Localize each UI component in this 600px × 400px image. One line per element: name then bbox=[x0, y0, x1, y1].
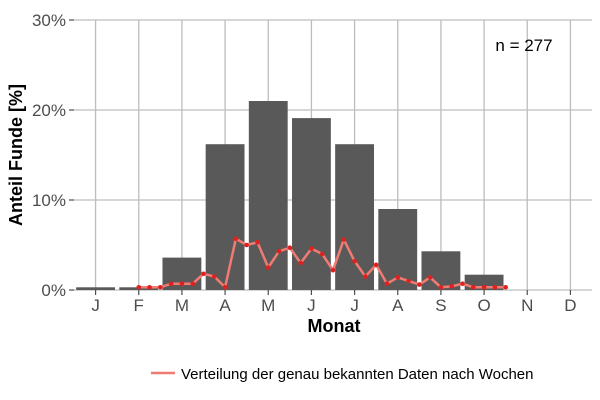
x-tick-label: D bbox=[564, 296, 576, 315]
legend: Verteilung der genau bekannten Daten nac… bbox=[151, 366, 534, 383]
weekly-point bbox=[352, 258, 357, 264]
weekly-point bbox=[147, 285, 152, 290]
bar bbox=[291, 118, 331, 290]
x-tick-label: F bbox=[134, 296, 144, 315]
weekly-point bbox=[395, 275, 401, 280]
weekly-point bbox=[158, 285, 163, 290]
x-tick-label: J bbox=[91, 296, 100, 315]
y-tick-label: 20% bbox=[32, 101, 66, 120]
weekly-point bbox=[460, 281, 465, 287]
weekly-point bbox=[481, 285, 487, 290]
weekly-point bbox=[276, 249, 282, 254]
x-tick-label: J bbox=[350, 296, 359, 315]
weekly-point bbox=[492, 285, 498, 290]
x-tick-label: S bbox=[435, 296, 446, 315]
weekly-point bbox=[330, 267, 336, 273]
x-axis-title: Monat bbox=[308, 316, 361, 336]
y-axis-title: Anteil Funde [%] bbox=[6, 84, 26, 226]
x-tick-label: A bbox=[392, 296, 404, 315]
sample-size-annotation: n = 277 bbox=[495, 36, 552, 55]
bar bbox=[421, 251, 461, 290]
bar bbox=[205, 144, 245, 290]
weekly-point bbox=[503, 285, 508, 290]
weekly-point bbox=[265, 265, 271, 270]
weekly-point bbox=[255, 240, 260, 245]
x-tick-label: J bbox=[307, 296, 316, 315]
weekly-point bbox=[211, 274, 217, 279]
weekly-point bbox=[417, 282, 422, 287]
gridlines bbox=[74, 19, 592, 291]
weekly-point bbox=[406, 278, 411, 284]
weekly-point bbox=[190, 281, 196, 287]
bar bbox=[335, 144, 375, 290]
y-tick-label: 30% bbox=[32, 11, 66, 30]
weekly-line bbox=[136, 236, 508, 290]
x-tick-label: A bbox=[219, 296, 231, 315]
weekly-point bbox=[373, 262, 379, 268]
x-tick-label: N bbox=[521, 296, 533, 315]
weekly-point bbox=[449, 284, 455, 289]
weekly-point bbox=[222, 285, 228, 290]
legend-label: Verteilung der genau bekannten Daten nac… bbox=[181, 366, 534, 383]
y-tick-label: 10% bbox=[32, 191, 66, 210]
weekly-point bbox=[287, 245, 293, 250]
x-tick-label: M bbox=[175, 296, 189, 315]
bar bbox=[248, 101, 288, 290]
weekly-point bbox=[384, 281, 390, 287]
ticks: 0% 10% 20% 30% J F M A M J J A S O N D bbox=[32, 11, 577, 315]
weekly-point bbox=[201, 271, 206, 277]
weekly-point bbox=[363, 274, 368, 279]
weekly-point bbox=[136, 285, 142, 290]
weekly-point bbox=[309, 246, 314, 251]
x-tick-label: O bbox=[477, 296, 490, 315]
weekly-point bbox=[233, 236, 239, 241]
weekly-point bbox=[470, 285, 476, 290]
weekly-point bbox=[438, 285, 444, 290]
weekly-point bbox=[168, 281, 174, 287]
weekly-point bbox=[244, 242, 249, 248]
weekly-point bbox=[298, 260, 303, 266]
weekly-point bbox=[319, 251, 325, 257]
y-tick-label: 0% bbox=[41, 281, 66, 300]
weekly-point bbox=[341, 237, 347, 242]
weekly-point bbox=[179, 281, 185, 287]
bars bbox=[76, 101, 504, 290]
x-tick-label: M bbox=[261, 296, 275, 315]
bar bbox=[76, 287, 116, 290]
weekly-point bbox=[427, 275, 433, 280]
